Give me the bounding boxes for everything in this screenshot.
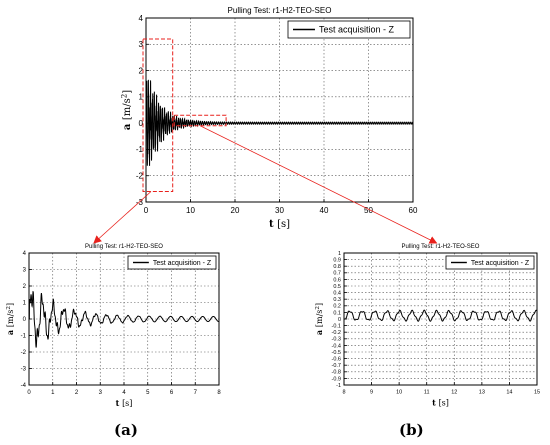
y-tick-label: -3 [136,198,144,207]
legend-label: Test acquisition - Z [153,260,212,267]
legend-label: Test acquisition - Z [471,260,530,267]
y-tick-label: -0.7 [332,363,341,369]
x-tick-label: 1 [51,390,55,396]
y-tick-label: -1 [136,145,144,154]
x-tick-label: 4 [122,390,126,396]
y-tick-label: 0.9 [333,258,341,264]
legend-label: Test acquisition - Z [319,25,395,35]
main-chart: 0 10 20 30 40 50 60 -3 -2 -1 0 1 2 3 4 Pulling Test: r1… [121,6,418,230]
y-tick-label: 1 [338,251,341,257]
x-tick-label: 3 [99,390,103,396]
x-tick-label: 8 [342,390,345,396]
zoom-box [173,114,227,127]
y-tick-label: 0.1 [333,310,341,316]
legend: Test acquisition - Z [127,255,217,270]
y-tick-label: 1 [139,93,144,102]
y-tick-label: -1 [336,383,341,389]
y-tick-label: -0.2 [332,330,341,336]
y-tick-label: 0.7 [333,271,341,277]
x-tick-label: 0 [27,390,31,396]
x-tick-label: 2 [75,390,79,396]
y-tick-label: -0.6 [332,357,341,363]
y-tick-label: -0.5 [332,350,341,356]
y-tick-label: 2 [23,284,27,290]
y-tick-label: -0.9 [332,376,341,382]
x-tick-label: 7 [194,390,198,396]
y-tick-label: 0.4 [333,291,341,297]
zoom-chart-a: 0 1 2 3 4 5 6 7 8 -4 -3 -2 -1 0 1 2 3 4 Pulling Test: r1-H… [5,244,221,408]
y-tick-label: -3 [21,367,27,373]
x-tick-label: 5 [146,390,150,396]
x-tick-label: 6 [170,390,174,396]
chart-title: Pulling Test: r1-H2-TEO-SEO [228,6,332,15]
y-tick-label: 0.6 [333,277,341,283]
y-tick-label: -0.1 [332,324,341,330]
y-axis-label: a [m/s2] [121,90,134,130]
y-tick-label: -1 [21,334,27,340]
y-tick-label: 3 [23,268,27,274]
zoom-arrow [199,125,438,244]
x-tick-label: 8 [217,390,221,396]
y-tick-label: -2 [21,350,27,356]
y-tick-label: 3 [139,40,144,49]
y-tick-label: 2 [139,66,144,75]
y-tick-label: 0.3 [333,297,341,303]
x-axis-label: t [s] [432,398,449,408]
x-tick-label: 30 [275,206,284,215]
y-tick-label: 0 [338,317,341,323]
x-tick-label: 11 [424,390,430,396]
zoom-arrow [93,191,152,244]
y-tick-label: 0.5 [333,284,341,290]
y-tick-label: 1 [23,301,27,307]
x-tick-label: 40 [320,206,329,215]
series-line [343,309,538,322]
series-line [28,290,220,348]
x-axis-label: t [s] [269,219,290,230]
x-axis-label: t [s] [116,398,133,408]
legend: Test acquisition - Z [287,20,411,39]
y-axis-label: a [m/s2] [5,303,15,335]
y-tick-label: -0.8 [332,370,341,376]
plot-frame [343,252,538,386]
caption-b: (b) [399,421,424,439]
x-tick-label: 0 [144,206,149,215]
zoom-box [142,38,174,192]
x-tick-label: 50 [364,206,373,215]
legend: Test acquisition - Z [445,255,535,270]
x-tick-label: 14 [506,390,512,396]
plot-frame [28,252,220,386]
x-tick-label: 60 [409,206,418,215]
x-tick-label: 10 [186,206,195,215]
y-tick-label: 0 [139,119,144,128]
y-tick-label: 4 [139,14,144,23]
y-tick-label: -2 [136,172,144,181]
y-tick-label: 4 [23,251,27,257]
x-tick-label: 12 [451,390,457,396]
series-line [145,79,414,166]
x-tick-label: 9 [370,390,373,396]
y-tick-label: 0.8 [333,264,341,270]
y-tick-label: 0 [23,317,27,323]
y-axis-label: a [m/s2] [314,303,324,335]
chart-title: Pulling Test: r1-H2-TEO-SEO [85,244,163,250]
caption-a: (a) [114,421,138,439]
x-tick-label: 20 [231,206,240,215]
zoom-chart-b: 8 9 10 11 12 13 14 15-1-0.9-0.8-0.7-0.6-0.5-0.4… [314,244,540,408]
x-tick-label: 13 [479,390,485,396]
legend-box [287,20,411,39]
legend-box [127,255,217,270]
y-tick-label: 0.2 [333,304,341,310]
y-tick-label: -4 [21,383,27,389]
x-tick-label: 10 [396,390,402,396]
zoom-annotations [93,38,438,244]
y-tick-label: -0.4 [332,343,341,349]
chart-title: Pulling Test: r1-H2-TEO-SEO [402,244,480,250]
plot-frame [145,17,414,203]
legend-box [445,255,535,270]
x-tick-label: 15 [534,390,540,396]
y-tick-label: -0.3 [332,337,341,343]
